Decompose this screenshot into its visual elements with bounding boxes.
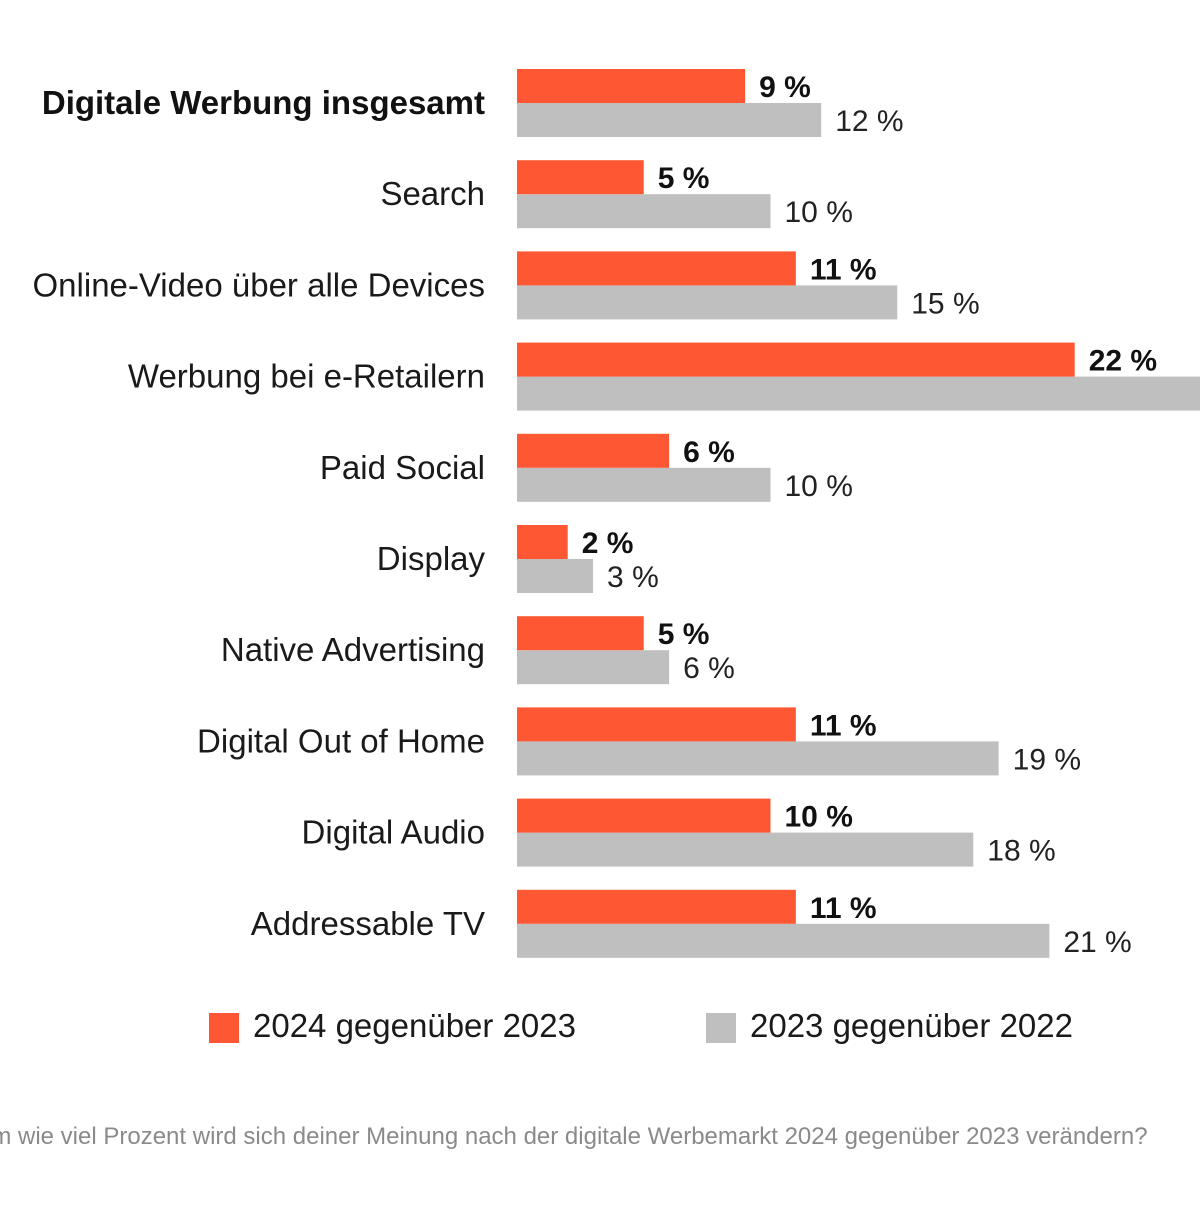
value-label-2023: 6 %: [683, 652, 735, 685]
value-label-2024: 22 %: [1089, 345, 1157, 378]
category-label: Native Advertising: [221, 631, 485, 668]
bar-2024-vs-2023: [517, 160, 644, 195]
category-label: Addressable TV: [251, 905, 485, 942]
legend-swatch-2024: [209, 1013, 239, 1043]
legend-label-2023: 2023 gegenüber 2022: [750, 1007, 1073, 1044]
bar-2024-vs-2023: [517, 798, 771, 833]
category-label: Digital Audio: [302, 814, 485, 851]
legend-label-2024: 2024 gegenüber 2023: [253, 1007, 576, 1044]
category-label: Digital Out of Home: [197, 722, 485, 759]
value-label-2024: 10 %: [785, 801, 853, 834]
category-label: Online-Video über alle Devices: [33, 266, 485, 303]
bar-2023-vs-2022: [517, 467, 771, 502]
bar-2023-vs-2022: [517, 650, 670, 685]
bar-2024-vs-2023: [517, 707, 796, 742]
legend-swatch-2023: [706, 1013, 736, 1043]
value-label-2024: 11 %: [810, 253, 877, 286]
bar-2024-vs-2023: [517, 69, 746, 103]
bar-2023-vs-2022: [517, 376, 1200, 411]
bar-2023-vs-2022: [517, 832, 974, 867]
value-label-2023: 21 %: [1063, 926, 1131, 959]
bar-2023-vs-2022: [517, 559, 594, 593]
value-label-2024: 11 %: [810, 709, 877, 742]
value-label-2024: 5 %: [658, 162, 710, 195]
bar-2023-vs-2022: [517, 923, 1050, 958]
value-label-2024: 6 %: [683, 436, 735, 469]
bar-2023-vs-2022: [517, 285, 898, 320]
value-label-2023: 18 %: [987, 835, 1055, 868]
category-label: Werbung bei e-Retailern: [128, 358, 485, 395]
value-label-2024: 2 %: [582, 527, 634, 560]
bar-2024-vs-2023: [517, 525, 568, 559]
value-label-2023: 15 %: [911, 287, 979, 320]
value-label-2024: 9 %: [759, 71, 811, 104]
category-label: Search: [380, 175, 485, 212]
footnote-question: Um wie viel Prozent wird sich deiner Mei…: [0, 1123, 1148, 1150]
category-label: Display: [377, 540, 486, 577]
bar-2024-vs-2023: [517, 251, 796, 286]
bar-2024-vs-2023: [517, 342, 1075, 377]
category-label: Digitale Werbung insgesamt: [42, 84, 485, 121]
bar-2024-vs-2023: [517, 616, 644, 651]
value-label-2024: 5 %: [658, 618, 710, 651]
value-label-2023: 10 %: [785, 470, 853, 503]
value-label-2023: 10 %: [785, 196, 853, 229]
bar-2023-vs-2022: [517, 741, 999, 776]
value-label-2023: 19 %: [1013, 743, 1081, 776]
category-label: Paid Social: [320, 449, 485, 486]
bar-2024-vs-2023: [517, 433, 670, 468]
value-label-2023: 12 %: [835, 105, 903, 138]
value-label-2023: 3 %: [607, 561, 659, 594]
bar-2023-vs-2022: [517, 103, 822, 137]
bar-2023-vs-2022: [517, 194, 771, 229]
bar-2024-vs-2023: [517, 889, 796, 924]
value-label-2024: 11 %: [810, 892, 877, 925]
